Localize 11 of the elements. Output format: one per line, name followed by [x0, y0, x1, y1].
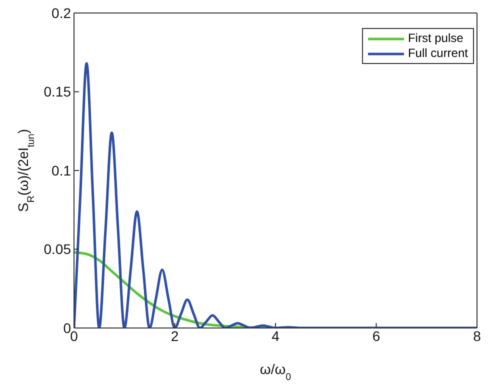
y-tick-label: 0.2 — [52, 4, 72, 21]
x-tick-label: 6 — [372, 328, 380, 344]
y-tick-label: 0.05 — [44, 241, 72, 258]
y-tick-label: 0.1 — [52, 162, 72, 178]
y-tick-label: 0.15 — [44, 84, 72, 100]
x-tick-label: 8 — [473, 328, 482, 344]
x-tick-label: 2 — [170, 328, 179, 344]
legend-label: Full current — [408, 46, 468, 61]
x-tick-label: 4 — [272, 328, 280, 344]
legend-label: First pulse — [408, 31, 464, 46]
x-axis-title: ω/ω$_{0}$ — [260, 361, 292, 382]
